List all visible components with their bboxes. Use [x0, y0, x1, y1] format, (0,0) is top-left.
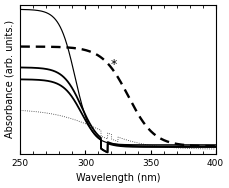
Text: *: * — [111, 58, 117, 71]
Y-axis label: Absorbance (arb. units.): Absorbance (arb. units.) — [5, 20, 15, 138]
X-axis label: Wavelength (nm): Wavelength (nm) — [76, 173, 160, 183]
